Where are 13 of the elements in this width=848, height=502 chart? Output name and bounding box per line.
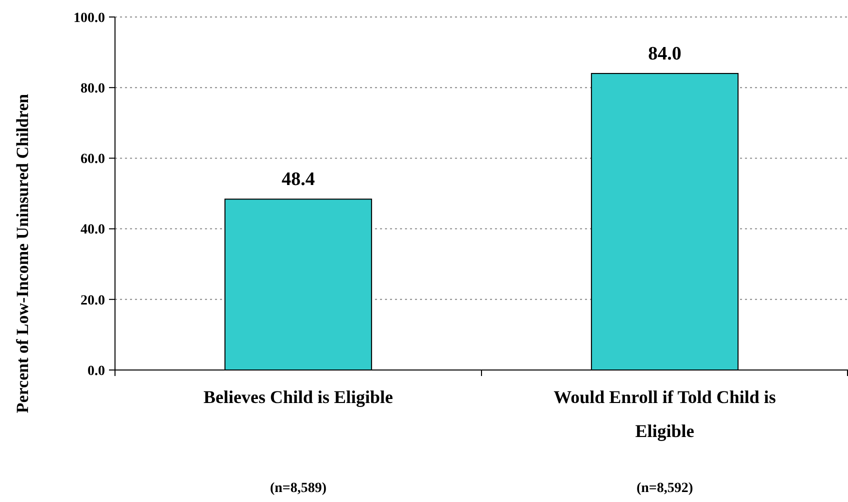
y-tick-label: 20.0 <box>80 293 105 308</box>
data-label: 48.4 <box>282 169 316 190</box>
text: (n=8,589) <box>270 481 327 496</box>
y-tick-label: 0.0 <box>88 364 105 379</box>
text: (n=8,592) <box>636 481 694 496</box>
x-tick-label: Believes Child is Eligible <box>203 387 394 407</box>
x-tick-label: Would Enroll if Told Child is Eligible <box>554 387 776 441</box>
y-tick-label: 80.0 <box>80 82 105 96</box>
y-tick-label: 100.0 <box>74 10 105 26</box>
y-axis-title: Percent of Low-Income Uninsured Children <box>13 93 32 414</box>
y-tick-label: 40.0 <box>80 222 105 238</box>
y-tick-label: 60.0 <box>80 152 105 168</box>
data-label: 84.0 <box>648 43 682 64</box>
